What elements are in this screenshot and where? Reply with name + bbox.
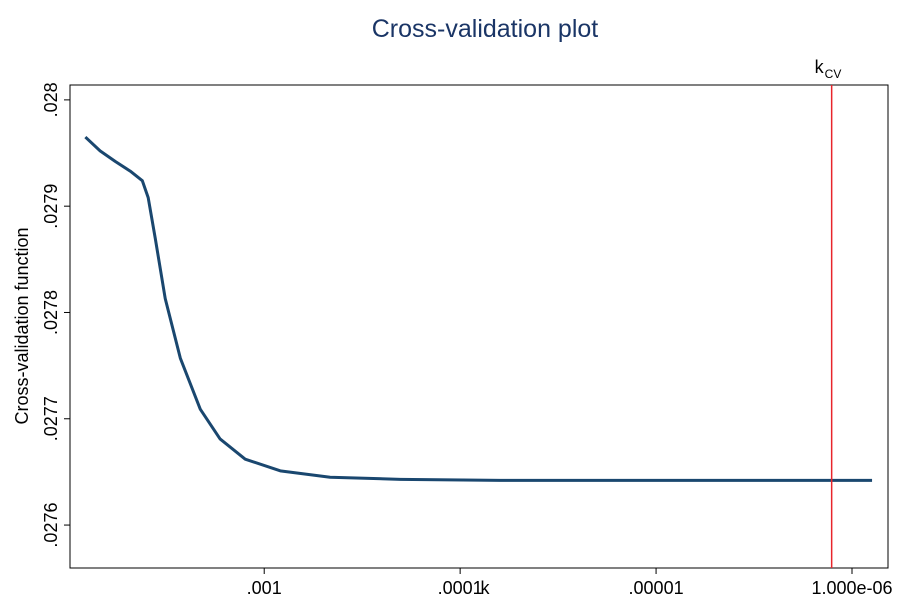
x-tick-label: 1.000e-06 <box>811 578 892 598</box>
kcv-label: k <box>815 57 825 77</box>
y-tick-label: .0276 <box>41 503 61 548</box>
x-axis-label: k <box>481 578 491 598</box>
y-tick-label: .0278 <box>41 290 61 335</box>
y-tick-label: .0277 <box>41 396 61 441</box>
x-tick-label: .0001 <box>438 578 483 598</box>
y-tick-label: .0279 <box>41 184 61 229</box>
y-tick-label: .028 <box>41 82 61 117</box>
y-axis-label: Cross-validation function <box>12 227 32 424</box>
x-tick-label: .001 <box>247 578 282 598</box>
plot-frame <box>69 84 889 569</box>
x-tick-label: .00001 <box>629 578 684 598</box>
kcv-subscript: CV <box>825 67 842 81</box>
chart-title: Cross-validation plot <box>372 15 599 43</box>
cv-line <box>84 135 873 482</box>
